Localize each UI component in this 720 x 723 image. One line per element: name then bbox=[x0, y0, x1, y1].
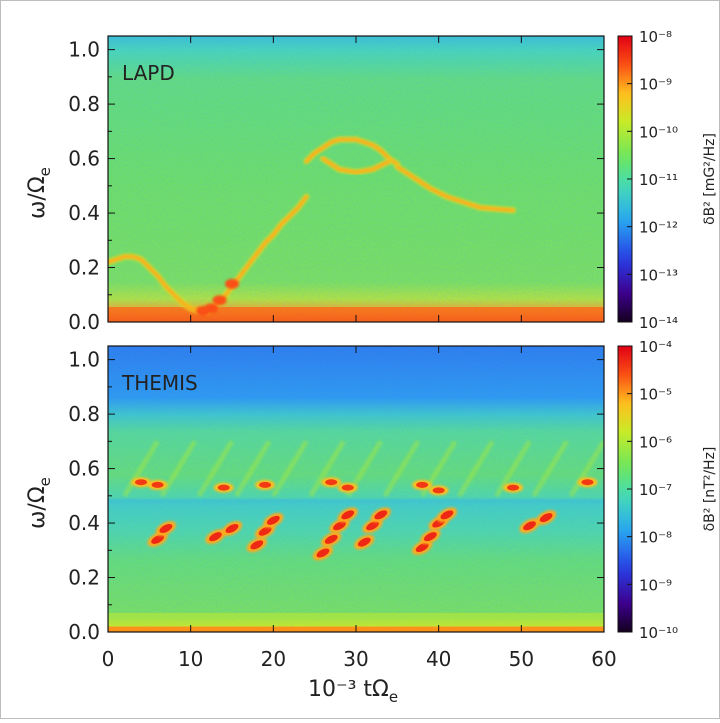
chorus-core-upper bbox=[416, 481, 429, 488]
chorus-core-lower bbox=[333, 521, 346, 531]
panel-lapd: LAPD 0.0 0.2 0.4 0.6 0.8 1.0 ω/Ωe 10⁻⁸ 10⁻⁹ 10⁻¹⁰ 1… bbox=[25, 28, 718, 334]
chorus-streak bbox=[382, 440, 421, 498]
chorus-core-lower bbox=[266, 515, 280, 525]
y-tick-label: 0.2 bbox=[68, 256, 100, 280]
panel-label: THEMIS bbox=[121, 371, 198, 395]
colorbar-label: δB² [mG²/Hz] bbox=[702, 133, 718, 225]
colorbar-tick-label: 10⁻¹⁰ bbox=[639, 624, 678, 642]
chorus-streak bbox=[457, 440, 495, 498]
colorbar-tick-label: 10⁻⁷ bbox=[639, 481, 672, 499]
emission-trace-1 bbox=[108, 253, 211, 315]
x-axis-label: 10⁻³ tΩe bbox=[308, 677, 398, 706]
chorus-core-upper bbox=[432, 487, 445, 494]
colorbar-tick-label: 10⁻⁸ bbox=[639, 529, 672, 547]
emission-trace-3 bbox=[303, 136, 401, 167]
x-tick-label: 20 bbox=[261, 647, 286, 671]
chorus-core-lower bbox=[316, 548, 330, 558]
chorus-core-lower bbox=[209, 532, 222, 542]
chorus-core-lower bbox=[539, 513, 553, 523]
colorbar-tick-label: 10⁻¹³ bbox=[639, 266, 678, 284]
chorus-core-upper bbox=[581, 479, 594, 486]
x-tick-label: 10 bbox=[178, 647, 203, 671]
chorus-core-upper bbox=[135, 479, 148, 486]
chorus-streak bbox=[233, 440, 272, 498]
chorus-streak bbox=[494, 440, 532, 498]
chorus-core-lower bbox=[341, 510, 355, 520]
chorus-streak bbox=[122, 440, 160, 498]
low-frequency-fringe bbox=[108, 612, 604, 627]
chorus-core-lower bbox=[424, 532, 437, 542]
y-tick-label: 0.6 bbox=[68, 457, 100, 481]
chorus-streak bbox=[531, 440, 569, 498]
y-axis-label: ω/Ωe bbox=[25, 477, 54, 529]
colorbar-tick-label: 10⁻⁴ bbox=[639, 338, 672, 356]
chorus-streak bbox=[308, 440, 346, 498]
colorbar-tick-label: 10⁻⁶ bbox=[639, 433, 672, 451]
y-axis-label: ω/Ωe bbox=[25, 167, 54, 219]
noise-texture bbox=[108, 36, 604, 322]
chorus-streak bbox=[568, 440, 604, 498]
panel-themis: THEMIS 0.0 0.2 0.4 0.6 0.8 1.0 ω/Ωe 0 10 20 30 40 50 6… bbox=[25, 338, 718, 706]
colorbar-tick-label: 10⁻⁸ bbox=[639, 28, 672, 46]
low-frequency-band bbox=[108, 307, 604, 322]
colorbar-label: δB² [nT²/Hz] bbox=[702, 447, 718, 532]
y-tick-label: 0.0 bbox=[68, 310, 100, 334]
chorus-core-lower bbox=[440, 510, 454, 520]
chorus-core-lower bbox=[374, 510, 388, 520]
x-tick-label: 0 bbox=[102, 647, 115, 671]
chorus-core-lower bbox=[151, 534, 164, 544]
chorus-core-upper bbox=[341, 484, 354, 491]
panel-label: LAPD bbox=[122, 61, 175, 85]
chorus-core-lower bbox=[415, 543, 429, 553]
colorbar-tick-label: 10⁻¹² bbox=[639, 219, 678, 237]
colorbar-tick-label: 10⁻⁵ bbox=[639, 386, 672, 404]
y-tick-label: 0.0 bbox=[68, 620, 100, 644]
x-tick-label: 60 bbox=[591, 647, 616, 671]
spectrogram-area bbox=[108, 346, 604, 632]
x-tick-label: 50 bbox=[509, 647, 534, 671]
y-tick-label: 0.8 bbox=[68, 402, 100, 426]
y-tick-label: 0.4 bbox=[68, 511, 100, 535]
y-tick-label: 1.0 bbox=[68, 348, 100, 372]
chorus-core-lower bbox=[324, 534, 338, 544]
x-tick-label: 30 bbox=[343, 647, 368, 671]
hot-spot bbox=[212, 295, 227, 306]
chorus-core-upper bbox=[217, 484, 230, 491]
emission-trace-5 bbox=[319, 155, 393, 176]
hot-spot bbox=[225, 278, 239, 289]
colorbar-tick-label: 10⁻⁹ bbox=[639, 576, 672, 594]
chorus-core-lower bbox=[225, 523, 239, 534]
chorus-core-lower bbox=[250, 540, 264, 550]
colorbar-tick-label: 10⁻¹⁴ bbox=[639, 314, 678, 332]
y-tick-label: 0.8 bbox=[68, 92, 100, 116]
y-tick-label: 0.2 bbox=[68, 566, 100, 590]
chorus-core-upper bbox=[151, 481, 164, 488]
y-tick-label: 1.0 bbox=[68, 38, 100, 62]
chorus-streak bbox=[196, 440, 235, 498]
chorus-core-upper bbox=[259, 481, 272, 488]
chorus-core-lower bbox=[366, 521, 379, 531]
colorbar-tick-label: 10⁻⁹ bbox=[639, 76, 672, 94]
chorus-core-upper bbox=[507, 484, 520, 491]
spectrogram-area bbox=[108, 36, 604, 322]
chorus-core-lower bbox=[159, 523, 173, 534]
chorus-core-upper bbox=[325, 479, 338, 486]
emission-trace-4 bbox=[394, 163, 517, 214]
y-tick-label: 0.4 bbox=[68, 201, 100, 225]
colorbar-tick-label: 10⁻¹¹ bbox=[639, 171, 678, 189]
chorus-core-lower bbox=[258, 526, 272, 536]
chorus-streak bbox=[271, 440, 309, 498]
chorus-streak bbox=[159, 440, 197, 498]
hot-spot bbox=[196, 306, 211, 317]
x-tick-label: 40 bbox=[426, 647, 451, 671]
y-tick-label: 0.6 bbox=[68, 147, 100, 171]
colorbar-tick-label: 10⁻¹⁰ bbox=[639, 123, 678, 141]
chorus-core-lower bbox=[357, 537, 371, 547]
chorus-core-lower bbox=[523, 521, 536, 531]
